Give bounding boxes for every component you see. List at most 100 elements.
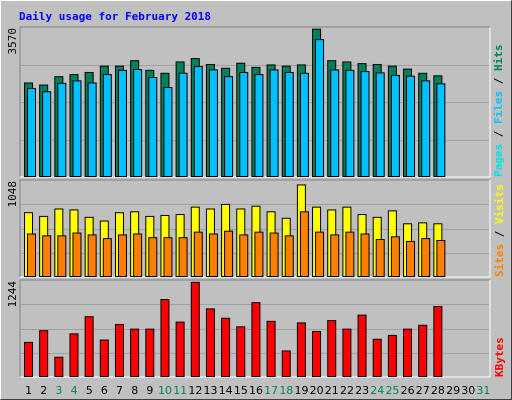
bar-kbytes-day-24 [372, 338, 382, 377]
bar-sites-day-18 [284, 235, 294, 278]
day-label-18: 18 [279, 384, 293, 397]
bar-files-day-24 [375, 72, 385, 177]
bar-files-day-17 [269, 69, 279, 177]
bar-sites-day-26 [406, 240, 416, 277]
day-label-12: 12 [188, 384, 202, 397]
bar-sites-day-13 [208, 233, 218, 277]
bar-kbytes-day-16 [251, 302, 261, 377]
day-label-22: 22 [340, 384, 354, 397]
bar-files-day-27 [421, 80, 431, 177]
day-label-16: 16 [249, 384, 263, 397]
panels: 3570 Pages / Files / Hits 1048 Sites / Visi… [6, 26, 506, 378]
bar-sites-day-14 [224, 230, 234, 277]
bar-kbytes-day-27 [418, 324, 428, 377]
bar-sites-day-6 [102, 238, 112, 278]
bar-files-day-2 [42, 91, 52, 177]
day-label-3: 3 [55, 384, 62, 397]
panel-legend: Sites / Visits [493, 184, 506, 277]
legend-entry: Sites [493, 244, 506, 277]
chart-title: Daily usage for February 2018 [19, 10, 211, 23]
bar-sites-day-17 [269, 232, 279, 278]
day-label-31: 31 [476, 384, 490, 397]
day-label-19: 19 [294, 384, 308, 397]
bar-files-day-23 [360, 71, 370, 177]
bar-sites-day-20 [315, 231, 325, 277]
day-label-6: 6 [101, 384, 108, 397]
bar-files-day-20 [315, 39, 325, 177]
bar-sites-day-2 [42, 235, 52, 278]
bar-files-day-21 [330, 69, 340, 177]
day-label-21: 21 [325, 384, 339, 397]
day-label-25: 25 [385, 384, 399, 397]
bar-files-day-8 [133, 69, 143, 177]
bar-kbytes-day-8 [130, 328, 140, 377]
bar-files-day-7 [117, 69, 127, 177]
legend-entry: Files [492, 91, 505, 124]
bar-kbytes-day-25 [387, 334, 397, 377]
day-label-7: 7 [116, 384, 123, 397]
bar-kbytes-day-21 [327, 320, 337, 377]
bar-kbytes-day-20 [312, 330, 322, 377]
bar-kbytes-day-7 [114, 323, 124, 377]
panel-kbytes: 1244 KBytes [6, 279, 506, 378]
day-label-20: 20 [310, 384, 324, 397]
panel-max-label: 3570 [6, 28, 19, 55]
bar-files-day-10 [163, 87, 173, 177]
legend-entry: / [492, 71, 505, 91]
bar-kbytes-day-1 [24, 341, 33, 378]
day-label-9: 9 [146, 384, 153, 397]
bar-kbytes-day-14 [221, 317, 231, 378]
bar-files-day-11 [178, 72, 188, 177]
bar-sites-day-12 [193, 231, 203, 277]
bar-files-day-19 [299, 72, 309, 177]
panel-border-dark [19, 179, 490, 277]
bar-sites-day-24 [375, 239, 385, 278]
bar-files-day-6 [102, 74, 112, 177]
bar-sites-day-25 [390, 236, 400, 277]
bar-kbytes-day-5 [84, 316, 94, 377]
bar-kbytes-day-22 [342, 328, 352, 377]
bar-kbytes-day-3 [54, 356, 64, 377]
bar-kbytes-day-18 [281, 350, 291, 377]
bar-sites-day-8 [133, 233, 143, 277]
bar-kbytes-day-12 [190, 281, 200, 377]
bar-kbytes-day-4 [69, 333, 79, 378]
bar-files-day-22 [345, 69, 355, 177]
day-label-10: 10 [158, 384, 172, 397]
bar-sites-day-16 [254, 231, 264, 277]
bar-sites-day-7 [117, 234, 127, 277]
day-label-14: 14 [219, 384, 233, 397]
bar-kbytes-day-6 [99, 339, 109, 378]
bar-kbytes-day-26 [403, 328, 413, 377]
bar-files-day-13 [208, 69, 218, 177]
panel-legend: Pages / Files / Hits [492, 45, 505, 178]
bar-sites-day-9 [148, 237, 158, 277]
panel-border-dark [19, 26, 490, 177]
day-label-2: 2 [40, 384, 47, 397]
day-label-26: 26 [401, 384, 415, 397]
bar-files-day-12 [193, 66, 203, 177]
bar-sites-day-11 [178, 237, 188, 277]
bar-files-day-4 [72, 80, 82, 177]
bar-sites-day-27 [421, 238, 431, 278]
day-label-23: 23 [355, 384, 369, 397]
day-label-17: 17 [264, 384, 278, 397]
bar-kbytes-day-9 [145, 328, 155, 377]
bar-kbytes-day-2 [39, 330, 49, 377]
bar-kbytes-day-17 [266, 320, 276, 377]
bar-files-day-3 [57, 82, 67, 177]
legend-entry: / [492, 124, 505, 144]
bar-sites-day-1 [27, 233, 36, 277]
day-label-11: 11 [173, 384, 187, 397]
legend-entry: Hits [492, 45, 505, 72]
bar-kbytes-day-15 [236, 326, 246, 377]
bar-kbytes-day-23 [357, 314, 367, 377]
bar-files-day-14 [224, 76, 234, 177]
bar-files-day-28 [436, 83, 446, 177]
panel-legend: KBytes [493, 337, 506, 377]
bar-kbytes-day-11 [175, 321, 185, 378]
bar-sites-day-5 [87, 234, 97, 277]
bar-files-day-26 [406, 75, 416, 177]
bar-kbytes-day-13 [205, 308, 215, 377]
panel-max-label: 1048 [6, 181, 19, 208]
